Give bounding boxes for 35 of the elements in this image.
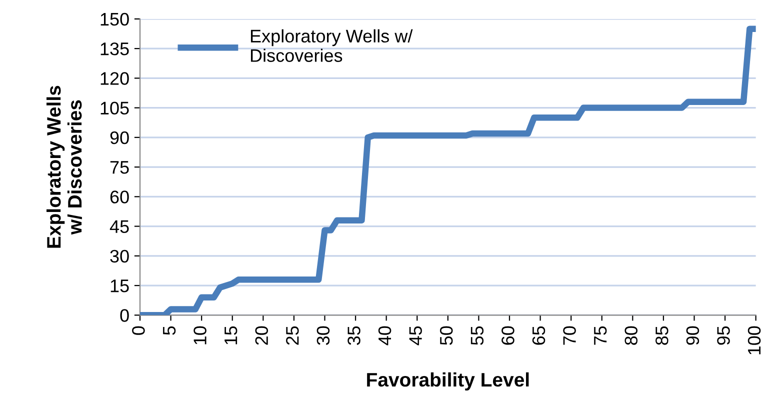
x-tick-label: 20 [255,326,268,345]
y-tick-label: 105 [100,102,129,115]
legend-label: Exploratory Wells w/ Discoveries [250,29,413,62]
x-tick-label: 80 [624,326,638,345]
x-tick-label: 30 [316,326,330,345]
x-tick-label: 25 [286,326,299,345]
x-tick-label: 35 [348,326,360,345]
x-tick-label: 15 [224,326,238,344]
x-tick-label: 5 [163,326,176,335]
y-axis-title: Exploratory Wells w/ Discoveries [46,86,82,248]
x-tick-label: 50 [440,326,453,345]
y-tick-label: 30 [110,250,129,263]
y-tick-label: 90 [110,131,129,144]
x-tick-label: 70 [563,326,576,345]
x-tick-label: 60 [502,326,514,345]
x-tick-label: 40 [378,326,392,346]
x-tick-label: 0 [132,326,145,335]
x-axis-title: Favorability Level [367,372,529,390]
y-tick-label: 60 [110,190,129,204]
y-tick-label: 0 [120,309,129,322]
y-tick-label: 120 [100,72,129,85]
y-tick-label: 75 [110,161,129,174]
x-tick-label: 45 [409,326,422,346]
x-tick-label: 95 [717,326,730,345]
x-tick-label: 65 [532,326,546,345]
y-tick-label: 135 [100,42,129,56]
y-tick-label: 150 [100,12,129,26]
x-tick-label: 55 [470,326,484,345]
y-tick-label: 45 [110,220,129,234]
y-tick-label: 15 [110,280,129,292]
x-tick-label: 100 [748,326,761,354]
x-tick-label: 75 [594,326,607,345]
x-tick-label: 85 [656,326,668,345]
x-tick-label: 90 [686,326,700,345]
x-tick-label: 10 [194,326,206,344]
